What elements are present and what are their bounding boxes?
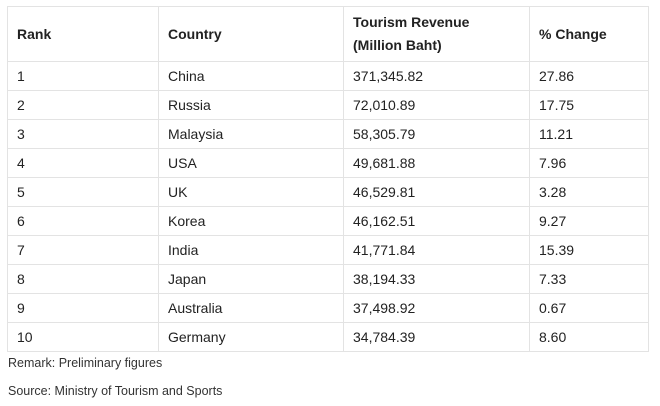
table-row: 4 USA 49,681.88 7.96: [7, 148, 649, 178]
cell-rank: 9: [7, 293, 159, 323]
cell-change: 11.21: [529, 119, 649, 149]
table-row: 7 India 41,771.84 15.39: [7, 235, 649, 265]
table-row: 10 Germany 34,784.39 8.60: [7, 322, 649, 352]
table-row: 8 Japan 38,194.33 7.33: [7, 264, 649, 294]
cell-country: UK: [158, 177, 344, 207]
cell-change: 0.67: [529, 293, 649, 323]
cell-country: Korea: [158, 206, 344, 236]
cell-rank: 1: [7, 61, 159, 91]
cell-country: India: [158, 235, 344, 265]
cell-revenue: 46,529.81: [343, 177, 530, 207]
table-row: 1 China 371,345.82 27.86: [7, 61, 649, 91]
cell-rank: 4: [7, 148, 159, 178]
table-row: 3 Malaysia 58,305.79 11.21: [7, 119, 649, 149]
cell-rank: 6: [7, 206, 159, 236]
cell-country: Germany: [158, 322, 344, 352]
cell-change: 3.28: [529, 177, 649, 207]
cell-revenue: 38,194.33: [343, 264, 530, 294]
cell-revenue: 37,498.92: [343, 293, 530, 323]
cell-change: 17.75: [529, 90, 649, 120]
table-row: 2 Russia 72,010.89 17.75: [7, 90, 649, 120]
table-row: 9 Australia 37,498.92 0.67: [7, 293, 649, 323]
cell-change: 7.33: [529, 264, 649, 294]
cell-change: 27.86: [529, 61, 649, 91]
cell-country: China: [158, 61, 344, 91]
cell-rank: 3: [7, 119, 159, 149]
header-country: Country: [158, 6, 344, 62]
cell-revenue: 49,681.88: [343, 148, 530, 178]
cell-revenue: 34,784.39: [343, 322, 530, 352]
header-percent-change: % Change: [529, 6, 649, 62]
cell-rank: 10: [7, 322, 159, 352]
cell-revenue: 41,771.84: [343, 235, 530, 265]
header-rank: Rank: [7, 6, 159, 62]
cell-rank: 2: [7, 90, 159, 120]
cell-country: Japan: [158, 264, 344, 294]
cell-change: 9.27: [529, 206, 649, 236]
cell-revenue: 46,162.51: [343, 206, 530, 236]
cell-country: Russia: [158, 90, 344, 120]
cell-country: Australia: [158, 293, 344, 323]
source-note: Source: Ministry of Tourism and Sports: [8, 384, 223, 398]
remark-note: Remark: Preliminary figures: [8, 356, 163, 370]
cell-country: USA: [158, 148, 344, 178]
header-row: Rank Country Tourism Revenue (Million Ba…: [7, 6, 649, 62]
cell-revenue: 371,345.82: [343, 61, 530, 91]
cell-revenue: 72,010.89: [343, 90, 530, 120]
header-tourism-revenue: Tourism Revenue (Million Baht): [343, 6, 530, 62]
table-body: 1 China 371,345.82 27.86 2 Russia 72,010…: [7, 61, 649, 352]
tourism-revenue-table: Rank Country Tourism Revenue (Million Ba…: [7, 6, 649, 352]
cell-change: 7.96: [529, 148, 649, 178]
header-revenue-line2: (Million Baht): [353, 37, 442, 53]
cell-revenue: 58,305.79: [343, 119, 530, 149]
cell-change: 15.39: [529, 235, 649, 265]
table-row: 6 Korea 46,162.51 9.27: [7, 206, 649, 236]
cell-rank: 5: [7, 177, 159, 207]
table-row: 5 UK 46,529.81 3.28: [7, 177, 649, 207]
table-header: Rank Country Tourism Revenue (Million Ba…: [7, 6, 649, 62]
cell-country: Malaysia: [158, 119, 344, 149]
cell-rank: 7: [7, 235, 159, 265]
cell-rank: 8: [7, 264, 159, 294]
header-revenue-line1: Tourism Revenue: [353, 14, 470, 30]
cell-change: 8.60: [529, 322, 649, 352]
